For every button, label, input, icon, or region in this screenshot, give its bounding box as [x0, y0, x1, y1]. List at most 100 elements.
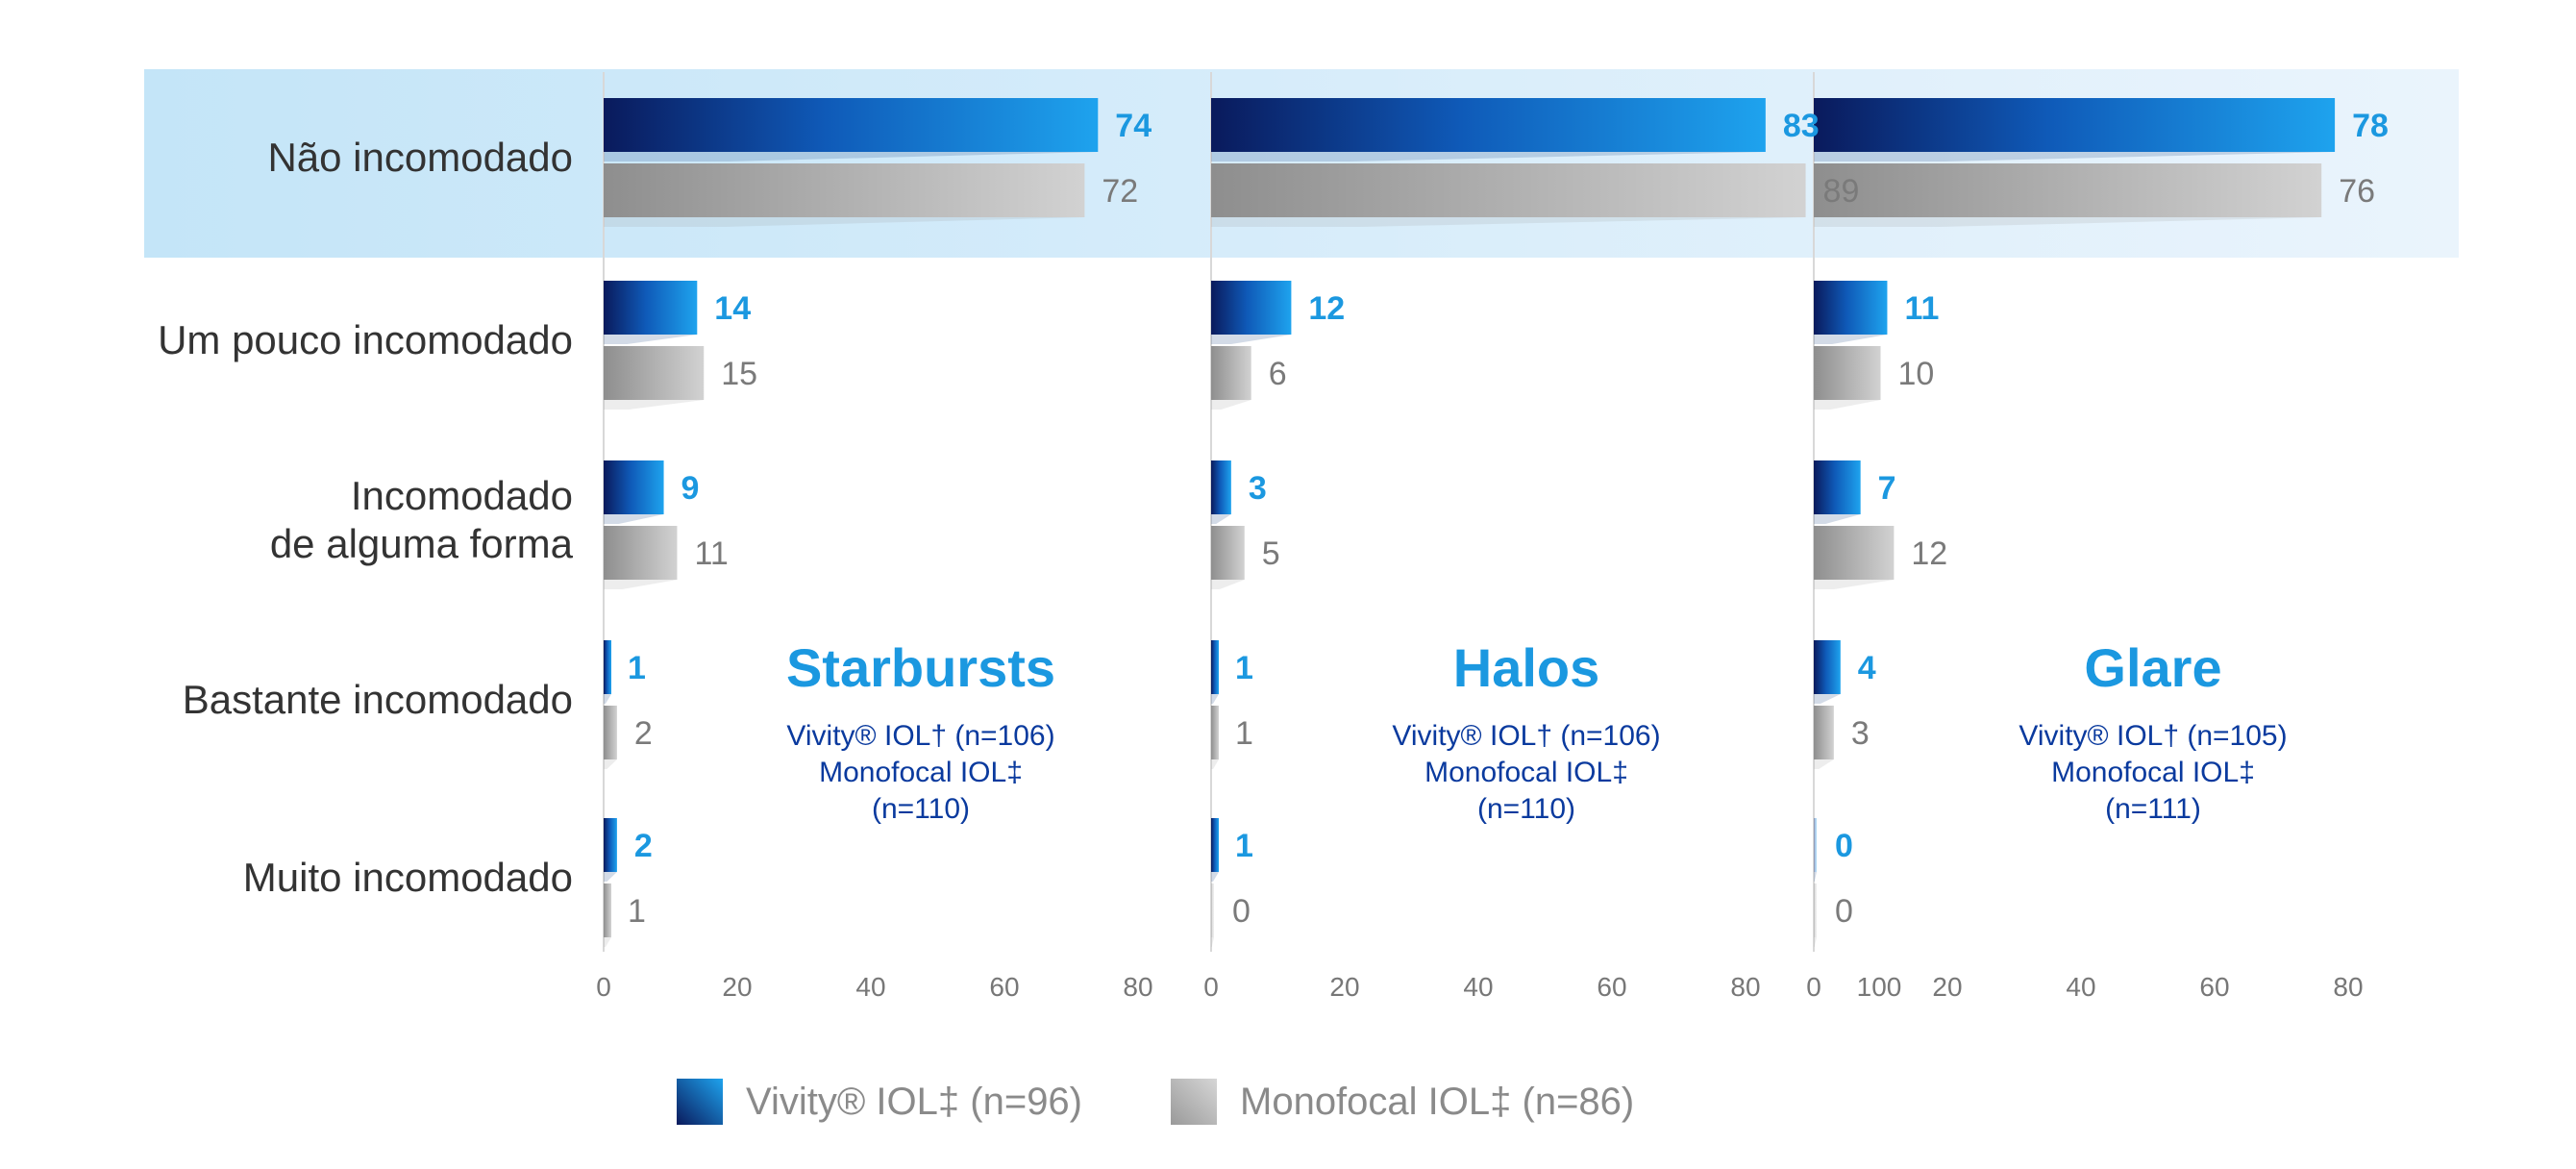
halos-monofocal-bar-3 — [1211, 706, 1219, 759]
starbursts-monofocal-bar-shadow-4 — [604, 937, 611, 947]
starbursts-vivity-bar-shadow-2 — [604, 514, 664, 524]
glare-vivity-bar-3 — [1814, 640, 1841, 694]
starbursts-monofocal-value-1: 15 — [721, 356, 757, 392]
category-label-muito-incomodado: Muito incomodado — [243, 855, 573, 900]
starbursts-panel-subtitle-1: Monofocal IOL‡ — [819, 757, 1023, 788]
halos-tick-40: 40 — [1463, 972, 1493, 1002]
glare-monofocal-value-3: 3 — [1851, 715, 1870, 752]
halos-vivity-bar-3 — [1211, 640, 1219, 694]
starbursts-monofocal-bar-3 — [604, 706, 617, 759]
glare-monofocal-bar-0 — [1814, 163, 2322, 217]
starbursts-monofocal-value-3: 2 — [634, 715, 653, 752]
starbursts-vivity-bar-shadow-0 — [604, 152, 1099, 162]
legend-swatch-vivity — [677, 1079, 723, 1125]
starbursts-vivity-value-1: 14 — [714, 290, 751, 327]
starbursts-vivity-bar-shadow-1 — [604, 335, 698, 344]
glare-monofocal-value-1: 10 — [1898, 356, 1935, 392]
starbursts-vivity-bar-shadow-4 — [604, 872, 617, 882]
halos-vivity-bar-shadow-3 — [1211, 694, 1219, 704]
starbursts-panel-title: Starbursts — [786, 637, 1055, 698]
halos-vivity-value-0: 83 — [1783, 108, 1820, 144]
glare-vivity-bar-4 — [1814, 818, 1817, 872]
category-label-um-pouco-incomodado: Um pouco incomodado — [158, 317, 573, 362]
starbursts-tick-0: 0 — [596, 972, 611, 1002]
glare-monofocal-bar-4 — [1814, 883, 1817, 937]
glare-vivity-value-4: 0 — [1835, 828, 1853, 864]
glare-panel-title: Glare — [2084, 637, 2221, 698]
glare-monofocal-bar-shadow-0 — [1814, 217, 2322, 227]
glare-vivity-bar-shadow-4 — [1814, 872, 1817, 882]
starbursts-tick-60: 60 — [989, 972, 1019, 1002]
halos-monofocal-bar-shadow-2 — [1211, 580, 1245, 589]
starbursts-monofocal-bar-2 — [604, 526, 678, 580]
glare-monofocal-bar-1 — [1814, 346, 1881, 400]
glare-vivity-value-0: 78 — [2352, 108, 2389, 144]
halos-monofocal-value-3: 1 — [1235, 715, 1253, 752]
halos-monofocal-value-0: 89 — [1823, 173, 1860, 210]
glare-vivity-bar-1 — [1814, 281, 1888, 335]
glare-tick-40: 40 — [2066, 972, 2095, 1002]
starbursts-vivity-bar-3 — [604, 640, 611, 694]
category-label-nao-incomodado: Não incomodado — [267, 135, 573, 180]
glare-monofocal-bar-3 — [1814, 706, 1834, 759]
starbursts-monofocal-bar-shadow-3 — [604, 759, 617, 769]
starbursts-vivity-value-3: 1 — [628, 650, 646, 686]
halos-monofocal-bar-1 — [1211, 346, 1251, 400]
glare-tick-60: 60 — [2199, 972, 2229, 1002]
category-label-bastante-incomodado: Bastante incomodado — [183, 677, 573, 722]
starbursts-vivity-value-2: 9 — [681, 470, 700, 507]
halos-panel-subtitle-1: Monofocal IOL‡ — [1424, 757, 1628, 788]
starbursts-vivity-bar-shadow-3 — [604, 694, 611, 704]
glare-vivity-bar-shadow-2 — [1814, 514, 1861, 524]
glare-tick-80: 80 — [2333, 972, 2363, 1002]
halos-vivity-value-4: 1 — [1235, 828, 1253, 864]
halos-monofocal-value-4: 0 — [1232, 893, 1251, 930]
starbursts-tick-20: 20 — [722, 972, 752, 1002]
starbursts-monofocal-value-0: 72 — [1102, 173, 1138, 210]
starbursts-panel-subtitle-2: (n=110) — [872, 793, 970, 825]
halos-monofocal-bar-2 — [1211, 526, 1245, 580]
halos-tick-0: 0 — [1203, 972, 1219, 1002]
starbursts-monofocal-bar-1 — [604, 346, 705, 400]
halos-vivity-bar-shadow-1 — [1211, 335, 1292, 344]
glare-monofocal-bar-2 — [1814, 526, 1895, 580]
halos-tick-60: 60 — [1597, 972, 1626, 1002]
starbursts-panel-subtitle-0: Vivity® IOL† (n=106) — [786, 720, 1054, 752]
halos-monofocal-bar-shadow-3 — [1211, 759, 1219, 769]
glare-vivity-bar-shadow-0 — [1814, 152, 2336, 162]
halos-monofocal-bar-shadow-4 — [1211, 937, 1214, 947]
halos-tick-20: 20 — [1329, 972, 1359, 1002]
halos-vivity-bar-shadow-2 — [1211, 514, 1231, 524]
starbursts-monofocal-bar-0 — [604, 163, 1085, 217]
halos-tick-100: 100 — [1857, 972, 1902, 1002]
glare-vivity-bar-shadow-1 — [1814, 335, 1888, 344]
glare-vivity-value-3: 4 — [1858, 650, 1876, 686]
glare-monofocal-bar-shadow-1 — [1814, 400, 1881, 410]
halos-vivity-value-3: 1 — [1235, 650, 1253, 686]
glare-panel-subtitle-0: Vivity® IOL† (n=105) — [2019, 720, 2287, 752]
halos-panel-title: Halos — [1453, 637, 1600, 698]
legend-label-monofocal: Monofocal IOL‡ (n=86) — [1240, 1081, 1634, 1123]
starbursts-monofocal-value-2: 11 — [694, 535, 728, 572]
starbursts-tick-80: 80 — [1123, 972, 1152, 1002]
halos-vivity-bar-4 — [1211, 818, 1219, 872]
starbursts-tick-40: 40 — [855, 972, 885, 1002]
legend-swatch-monofocal — [1171, 1079, 1217, 1125]
glare-vivity-bar-0 — [1814, 98, 2336, 152]
starbursts-monofocal-bar-4 — [604, 883, 611, 937]
starbursts-vivity-bar-0 — [604, 98, 1099, 152]
starbursts-vivity-bar-2 — [604, 460, 664, 514]
glare-monofocal-value-2: 12 — [1911, 535, 1947, 572]
starbursts-vivity-bar-1 — [604, 281, 698, 335]
halos-monofocal-bar-4 — [1211, 883, 1214, 937]
halos-vivity-bar-shadow-4 — [1211, 872, 1219, 882]
glare-monofocal-value-0: 76 — [2339, 173, 2375, 210]
glare-vivity-value-2: 7 — [1878, 470, 1896, 507]
halos-monofocal-bar-shadow-1 — [1211, 400, 1251, 410]
starbursts-monofocal-bar-shadow-2 — [604, 580, 678, 589]
halos-monofocal-bar-0 — [1211, 163, 1806, 217]
starbursts-monofocal-bar-shadow-1 — [604, 400, 705, 410]
halos-panel-subtitle-0: Vivity® IOL† (n=106) — [1392, 720, 1660, 752]
halos-monofocal-value-2: 5 — [1262, 535, 1280, 572]
